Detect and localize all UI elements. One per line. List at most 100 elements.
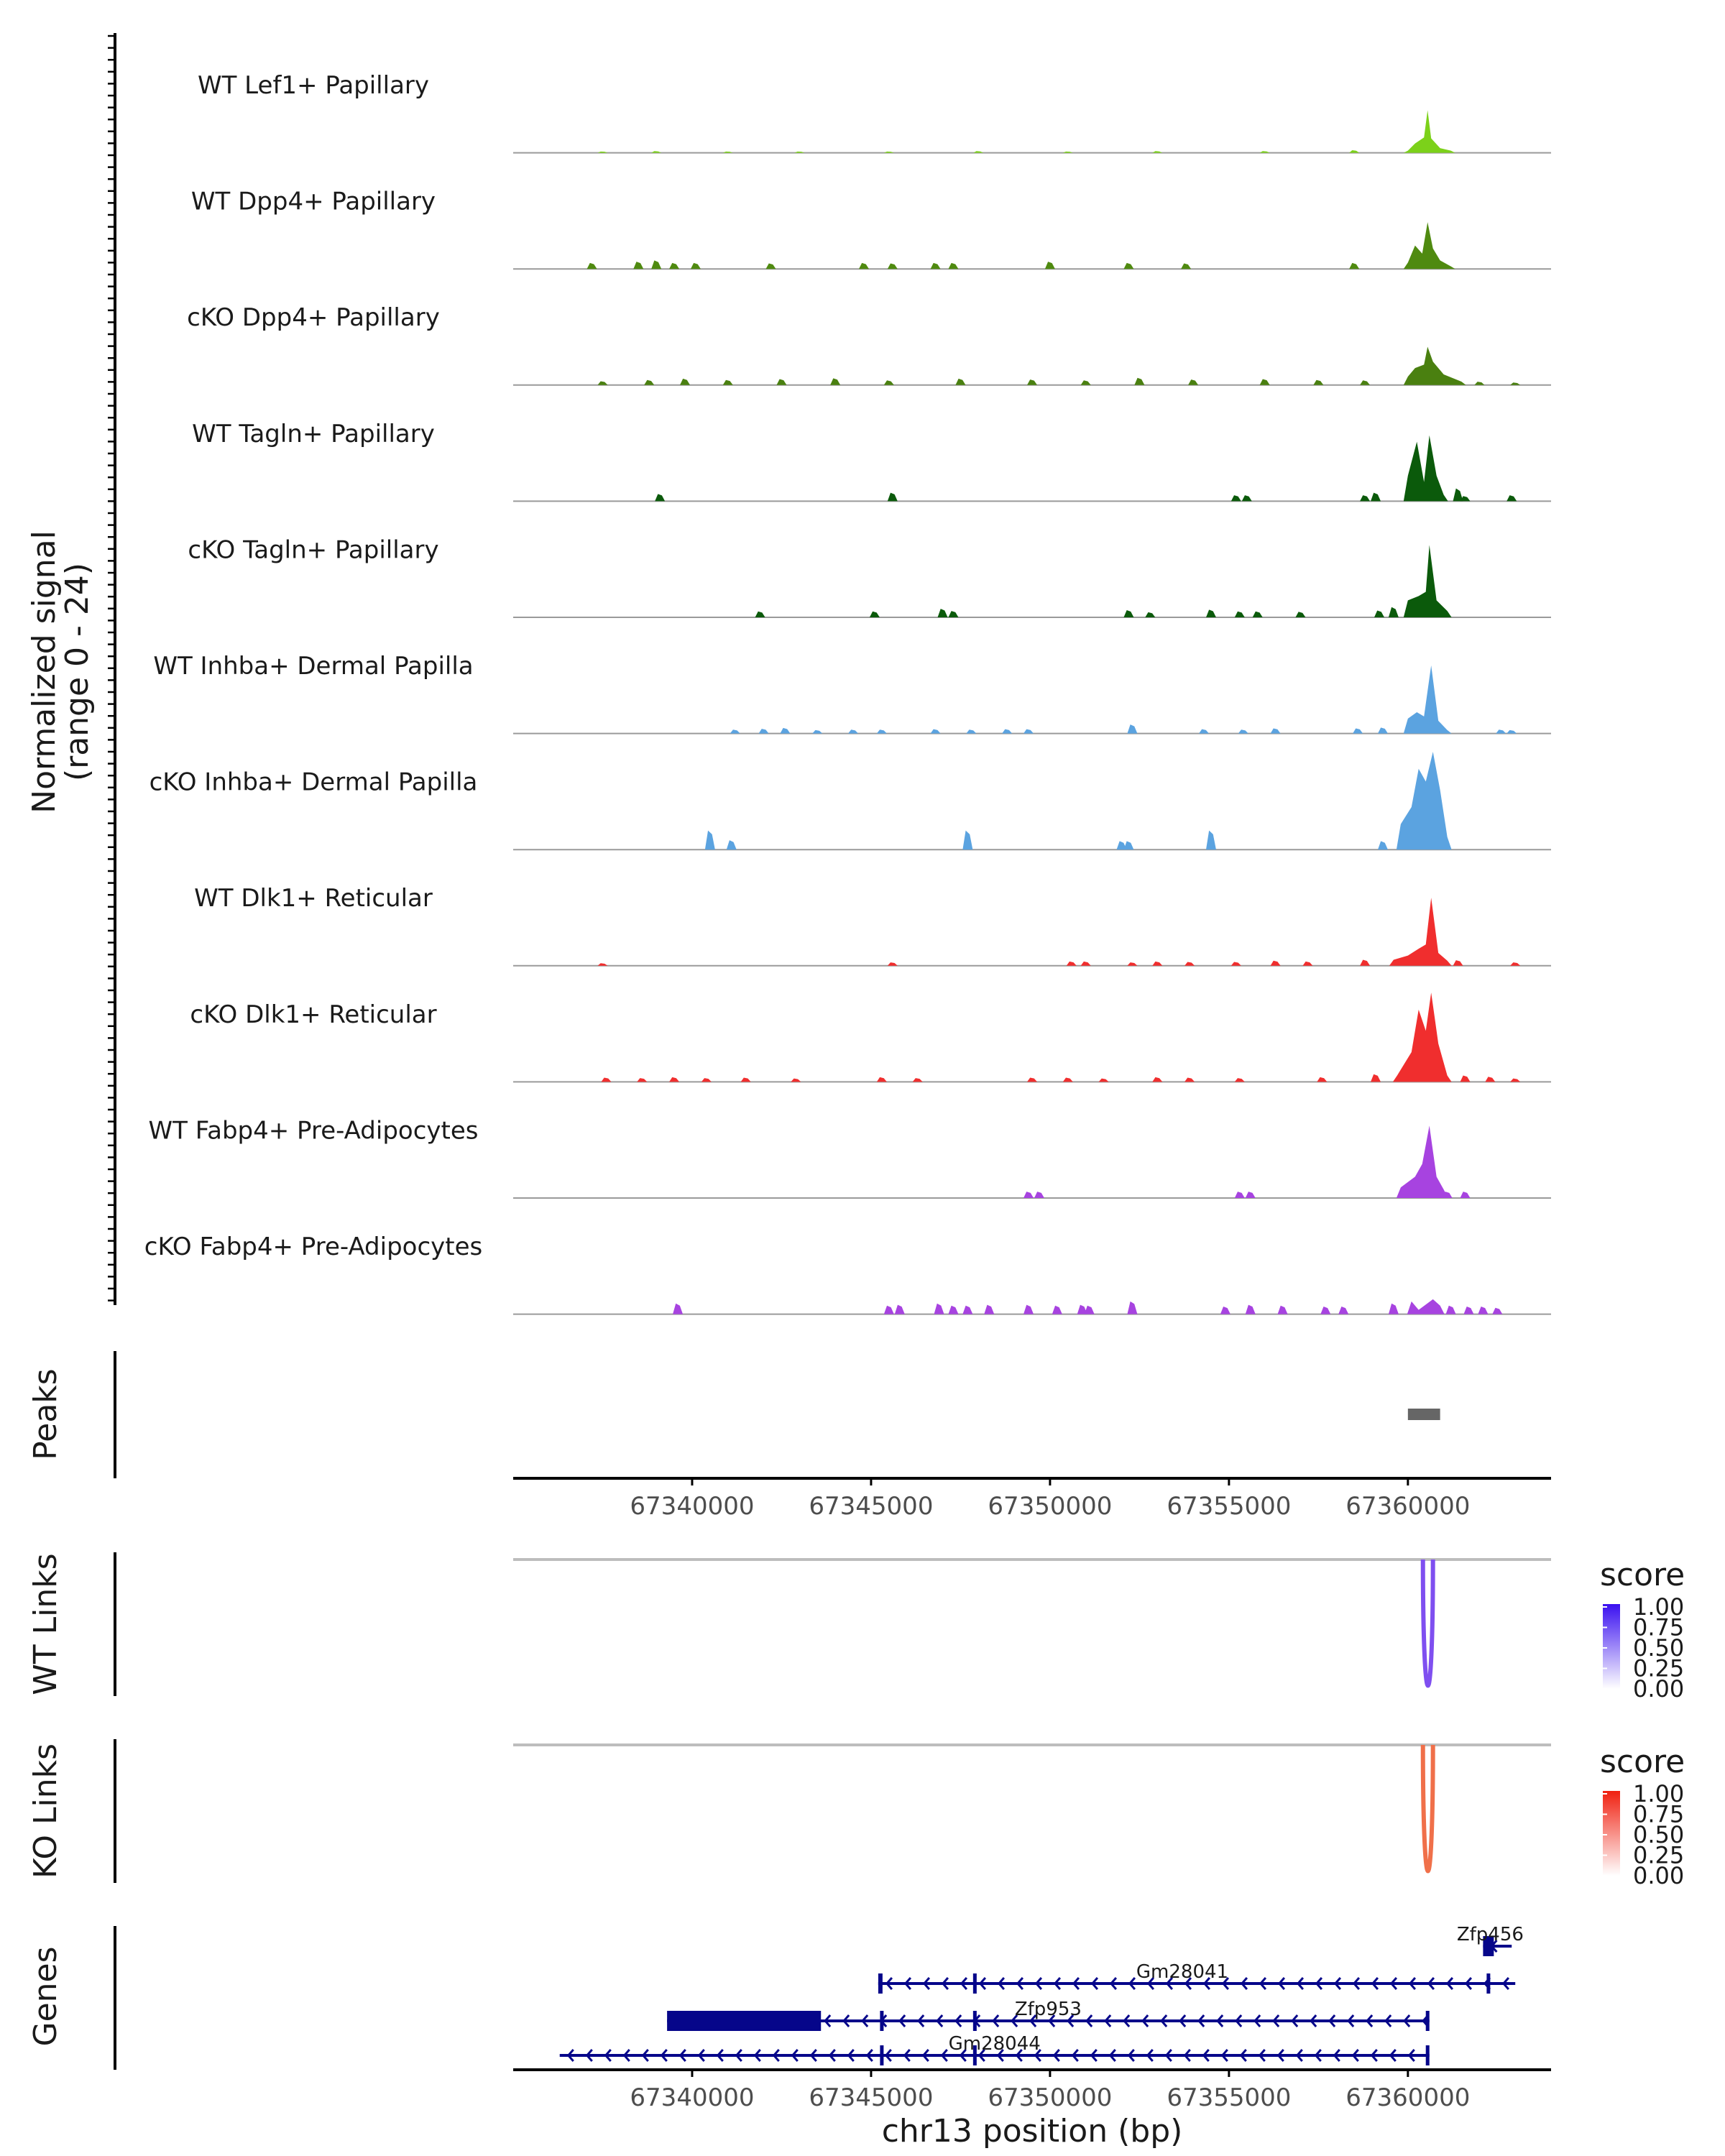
track-cko-tagln-papillary: cKO Tagln+ Papillary [188, 535, 1551, 618]
strand-chevron [847, 2049, 855, 2062]
strand-chevron [898, 2014, 906, 2027]
strand-chevron [1123, 2014, 1131, 2027]
signal-bump [765, 263, 776, 270]
signal-bump [1445, 1305, 1456, 1314]
strand-chevron [1183, 2049, 1191, 2062]
strand-chevron [1501, 1977, 1510, 1990]
signal-bump [1127, 962, 1138, 966]
strand-chevron [1389, 1977, 1398, 1990]
strand-chevron [1108, 2049, 1116, 2062]
strand-chevron [1128, 1977, 1136, 1990]
track-wt-tagln-papillary: WT Tagln+ Papillary [192, 420, 1551, 502]
signal-bump [948, 611, 959, 617]
strand-chevron [1295, 2049, 1303, 2062]
signal-bump [830, 378, 841, 385]
signal-peak [1403, 110, 1455, 153]
strand-chevron [697, 2049, 705, 2062]
signal-bump [955, 378, 966, 385]
signal-bump [1152, 1077, 1163, 1082]
signal-bump [1238, 729, 1248, 734]
strand-chevron [936, 2014, 944, 2027]
x-tick-label: 67350000 [988, 1492, 1112, 1521]
track-label: WT Inhba+ Dermal Papilla [153, 652, 473, 681]
signal-bump [758, 729, 769, 734]
gene-label: Gm28044 [949, 2033, 1041, 2055]
signal-bump [1188, 379, 1199, 385]
track-label: cKO Fabp4+ Pre-Adipocytes [144, 1233, 483, 1261]
ko-links-track [513, 1743, 1551, 1874]
track-label: cKO Tagln+ Papillary [188, 535, 438, 564]
signal-bump [1062, 151, 1073, 153]
track-wt-inhba-dermal-papilla: WT Inhba+ Dermal Papilla [153, 652, 1551, 734]
signal-bump [633, 262, 644, 270]
signal-peak [1407, 1299, 1445, 1314]
strand-chevron [1090, 1977, 1099, 1990]
signal-bump [887, 492, 898, 502]
signal-bump [1320, 1306, 1331, 1314]
x-axis-top: 67340000 67345000 67350000 67355000 67360000 [513, 1477, 1551, 1521]
strand-chevron [1272, 2014, 1280, 2027]
signal-bump [876, 1077, 887, 1082]
signal-bump [1024, 1192, 1034, 1198]
signal-bump [597, 151, 608, 153]
strand-chevron [940, 2049, 948, 2062]
strand-chevron [1034, 2049, 1041, 2062]
signal-bump [887, 263, 898, 270]
track-cko-inhba-dermal-papilla: cKO Inhba+ Dermal Papilla [150, 752, 1551, 851]
signal-bump [1123, 609, 1134, 617]
strand-chevron [1351, 2049, 1359, 2062]
signal-bump [644, 379, 655, 385]
signal-bump [755, 611, 765, 617]
signal-bump [780, 727, 791, 734]
strand-chevron [978, 2049, 985, 2062]
signal-bump [1062, 1077, 1073, 1082]
strand-chevron [1445, 1977, 1454, 1990]
strand-chevron [772, 2049, 780, 2062]
strand-chevron [1259, 1977, 1267, 1990]
signal-bump [1234, 1192, 1245, 1198]
signal-bump [1027, 379, 1037, 385]
signal-bump [722, 151, 733, 153]
strand-chevron [1202, 1977, 1211, 1990]
ko-links-label: KO Links [27, 1743, 64, 1879]
signal-bump [1360, 380, 1371, 385]
track-wt-dlk1-reticular: WT Dlk1+ Reticular [194, 884, 1551, 967]
strand-chevron [1220, 2049, 1228, 2062]
peaks-track-label: Peaks [27, 1368, 64, 1460]
signal-bump [1360, 495, 1371, 502]
signal-bump [887, 962, 898, 966]
signal-bump [1080, 961, 1091, 966]
signal-bump [1002, 729, 1013, 734]
signal-bump [1277, 1305, 1288, 1314]
strand-chevron [1277, 1977, 1286, 1990]
signal-bump [1241, 495, 1252, 502]
signal-bump [883, 151, 894, 153]
signal-bump [934, 1303, 944, 1314]
signal-bump [597, 963, 608, 966]
signal-bump [673, 1303, 684, 1314]
track-wt-fabp4-pre-adipocytes: WT Fabp4+ Pre-Adipocytes [149, 1116, 1551, 1199]
strand-chevron [1291, 2014, 1299, 2027]
gene-gm28041: Gm28041 [878, 1961, 1516, 1994]
strand-chevron [1315, 1977, 1323, 1990]
signal-bump [1027, 1077, 1037, 1082]
signal-bump [1338, 1306, 1349, 1314]
track-label: WT Tagln+ Papillary [192, 420, 435, 448]
strand-chevron [1403, 2014, 1411, 2027]
track-label: WT Dpp4+ Papillary [191, 188, 436, 216]
strand-chevron [861, 2014, 869, 2027]
strand-chevron [1347, 2014, 1355, 2027]
signal-bump [1496, 729, 1506, 734]
signal-bump [1034, 1192, 1044, 1198]
legend-colorbar [1603, 1791, 1620, 1876]
ko-legend-title: score [1600, 1743, 1685, 1780]
signal-bump [1377, 727, 1388, 734]
x-tick-label: 67355000 [1167, 1492, 1291, 1521]
gene-label: Zfp953 [1015, 1999, 1082, 2020]
signal-peak [1389, 898, 1452, 966]
signal-bump [1152, 151, 1163, 153]
signal-bump [1098, 1078, 1109, 1082]
coverage-tracks: WT Lef1+ Papillary WT Dpp4+ Papillary cKO … [144, 71, 1551, 1315]
strand-chevron [903, 2049, 911, 2062]
